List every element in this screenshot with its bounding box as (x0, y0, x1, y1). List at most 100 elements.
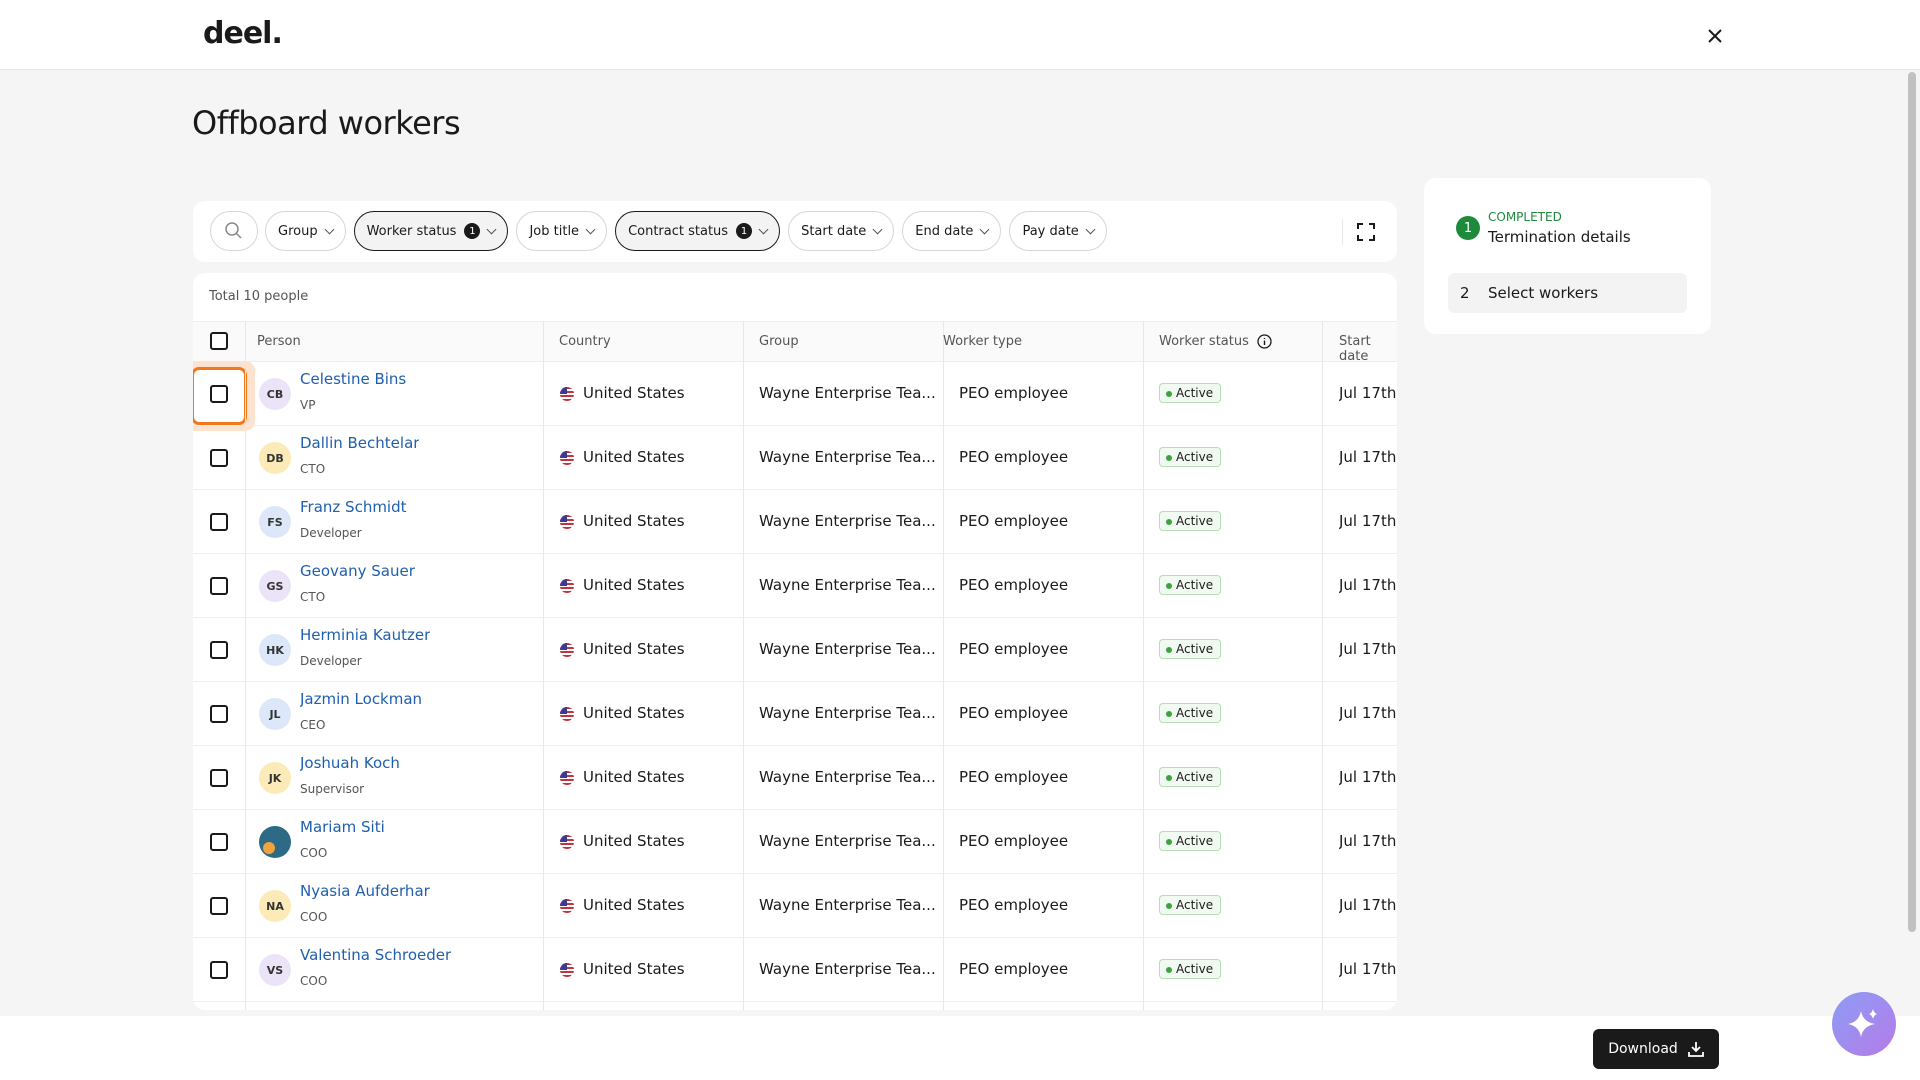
start-date: Jul 17th 2 (1339, 768, 1397, 786)
avatar: FS (259, 506, 291, 538)
avatar-initials: VS (266, 963, 284, 977)
step: 2 Select workers (1448, 273, 1687, 313)
expand-button[interactable] (1357, 223, 1375, 241)
worker-name[interactable]: Herminia Kautzer (300, 626, 431, 644)
select-all-checkbox[interactable] (210, 332, 228, 350)
column-divider (1322, 322, 1323, 1010)
filter-pill[interactable]: End date (902, 211, 1002, 251)
column-header: Country (559, 334, 611, 349)
row-divider (193, 937, 1397, 938)
flag (560, 451, 574, 465)
row-checkbox[interactable] (210, 769, 228, 787)
steps-panel: 1 COMPLETED Termination details 2 Select wor… (1424, 178, 1711, 334)
row-checkbox[interactable] (210, 833, 228, 851)
column-header: Start date (1339, 334, 1397, 364)
filter-list: Group Worker status 1 Job title Contract sta… (265, 211, 1107, 251)
worker-name[interactable]: Geovany Sauer (300, 562, 415, 580)
search-button[interactable] (210, 211, 258, 251)
row-divider (193, 745, 1397, 746)
flag (560, 899, 574, 913)
status-badge: Active (1159, 383, 1222, 403)
worker-type: PEO employee (959, 768, 1069, 786)
worker-type: PEO employee (959, 896, 1069, 914)
ai-assistant-button[interactable] (1831, 991, 1897, 1057)
filter-label: Contract status (628, 223, 729, 239)
row-divider (193, 489, 1397, 490)
avatar: HK (259, 634, 291, 666)
row-checkbox[interactable] (210, 961, 228, 979)
download-label: Download (1608, 1041, 1678, 1057)
start-date: Jul 17th 2 (1339, 640, 1397, 658)
country: United States (583, 384, 685, 402)
filter-pill[interactable]: Contract status 1 (615, 211, 781, 251)
worker-name[interactable]: Dallin Bechtelar (300, 434, 420, 452)
filter-pill[interactable]: Pay date (1009, 211, 1107, 251)
step-number: 2 (1460, 284, 1470, 302)
country: United States (583, 512, 685, 530)
avatar: DB (259, 442, 291, 474)
column-header-label: Worker status (1159, 334, 1249, 349)
column-header-label: Start date (1339, 334, 1371, 364)
column-header-label: Country (559, 334, 611, 349)
row-checkbox[interactable] (210, 513, 228, 531)
status-badge: Active (1159, 767, 1222, 787)
row-checkbox[interactable] (210, 641, 228, 659)
row-divider (193, 809, 1397, 810)
country: United States (583, 704, 685, 722)
worker-name[interactable]: Nyasia Aufderhar (300, 882, 430, 900)
group: Wayne Enterprise Tea... (759, 640, 936, 658)
start-date: Jul 17th 2 (1339, 896, 1397, 914)
step-label: Select workers (1488, 284, 1599, 302)
worker-role: CTO (300, 590, 326, 604)
status-badge: Active (1159, 639, 1222, 659)
info-icon[interactable] (1257, 334, 1272, 349)
avatar-initials: HK (266, 643, 284, 657)
row-checkbox[interactable] (210, 449, 228, 467)
filter-pill[interactable]: Worker status 1 (353, 211, 509, 251)
start-date: Jul 17th 2 (1339, 384, 1397, 402)
start-date: Jul 17th 2 (1339, 832, 1397, 850)
worker-name[interactable]: Valentina Schroeder (300, 946, 452, 964)
footer: Download (0, 1016, 1920, 1080)
row-divider (193, 681, 1397, 682)
group: Wayne Enterprise Tea... (759, 384, 936, 402)
download-icon (1687, 1042, 1704, 1057)
worker-name[interactable]: Jazmin Lockman (300, 690, 423, 708)
avatar-initials: FS (267, 515, 283, 529)
status-badge: Active (1159, 831, 1222, 851)
worker-name[interactable]: Franz Schmidt (300, 498, 407, 516)
filter-label: Worker status (366, 223, 457, 239)
row-checkbox[interactable] (210, 897, 228, 915)
worker-type: PEO employee (959, 960, 1069, 978)
filter-pill[interactable]: Group (265, 211, 346, 251)
row-checkbox[interactable] (210, 385, 228, 403)
step: 1 COMPLETED Termination details (1448, 206, 1688, 256)
download-button[interactable]: Download (1593, 1029, 1719, 1069)
flag (560, 643, 574, 657)
group: Wayne Enterprise Tea... (759, 448, 936, 466)
chevron (324, 224, 335, 234)
worker-name[interactable]: Celestine Bins (300, 370, 407, 388)
chevron (1085, 224, 1096, 234)
worker-role: Supervisor (300, 782, 365, 796)
column-header-label: Person (257, 334, 301, 349)
chevron (758, 224, 769, 234)
column-header: Worker type (943, 334, 1022, 349)
total-count: Total 10 people (209, 289, 309, 304)
group: Wayne Enterprise Tea... (759, 512, 936, 530)
logo[interactable]: deel. (203, 16, 283, 51)
row-checkbox[interactable] (210, 577, 228, 595)
filter-pill[interactable]: Job title (516, 211, 608, 251)
filter-label: Job title (529, 223, 580, 239)
row-checkbox[interactable] (210, 705, 228, 723)
filter-label: Pay date (1022, 223, 1079, 239)
group: Wayne Enterprise Tea... (759, 832, 936, 850)
worker-name[interactable]: Joshuah Koch (300, 754, 400, 772)
worker-role: VP (300, 398, 316, 412)
filter-badge: 1 (736, 223, 753, 239)
filter-bar: Group Worker status 1 Job title Contract sta… (193, 201, 1397, 262)
country: United States (583, 576, 685, 594)
close-button[interactable] (1706, 27, 1724, 45)
worker-name[interactable]: Mariam Siti (300, 818, 385, 836)
filter-pill[interactable]: Start date (788, 211, 895, 251)
